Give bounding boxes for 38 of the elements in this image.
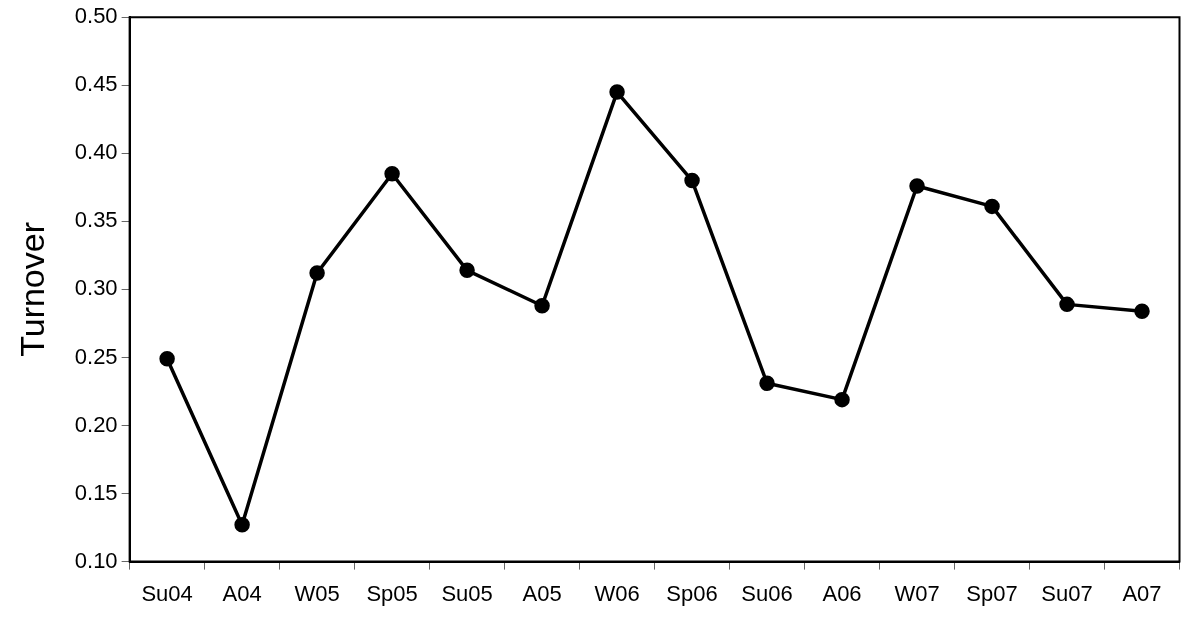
x-tick-label: A06: [822, 580, 862, 606]
x-tick-label: Sp06: [666, 580, 718, 606]
point: [909, 178, 925, 194]
x-tick-label: Su04: [141, 580, 193, 606]
y-tick-label: 0.25: [74, 343, 118, 369]
point: [609, 84, 625, 100]
y-tick-label: 0.40: [74, 139, 118, 165]
point: [759, 375, 775, 392]
x-tick-label: Su06: [741, 580, 793, 606]
y-tick-label: 0.30: [74, 275, 118, 301]
point: [459, 262, 475, 279]
x-tick-label: Su05: [441, 580, 493, 606]
x-tick-label: W06: [594, 580, 640, 606]
x-tick-label: W05: [294, 580, 340, 606]
point: [234, 517, 250, 533]
point: [834, 391, 850, 408]
x-tick-label: A04: [222, 580, 262, 606]
point: [384, 165, 400, 182]
x-tick-label: Sp05: [366, 580, 418, 606]
y-tick-label: 0.15: [74, 479, 118, 505]
point: [984, 198, 1000, 215]
point: [309, 265, 325, 281]
x-tick-label: Su07: [1041, 580, 1093, 606]
point: [159, 351, 175, 367]
x-tick-label: A05: [522, 580, 562, 606]
point: [534, 297, 550, 314]
x-tick-label: W07: [894, 580, 940, 606]
y-axis-title: Turnover: [12, 222, 51, 357]
x-tick-label: A07: [1122, 580, 1162, 606]
y-tick-label: 0.10: [74, 547, 118, 573]
y-tick-label: 0.50: [74, 3, 118, 29]
y-tick-label: 0.45: [74, 71, 118, 97]
x-tick-label: Sp07: [966, 580, 1018, 606]
point: [684, 172, 700, 189]
y-tick-label: 0.20: [74, 411, 118, 437]
point: [1134, 303, 1150, 319]
y-tick-label: 0.35: [74, 207, 118, 233]
point: [1059, 296, 1075, 313]
